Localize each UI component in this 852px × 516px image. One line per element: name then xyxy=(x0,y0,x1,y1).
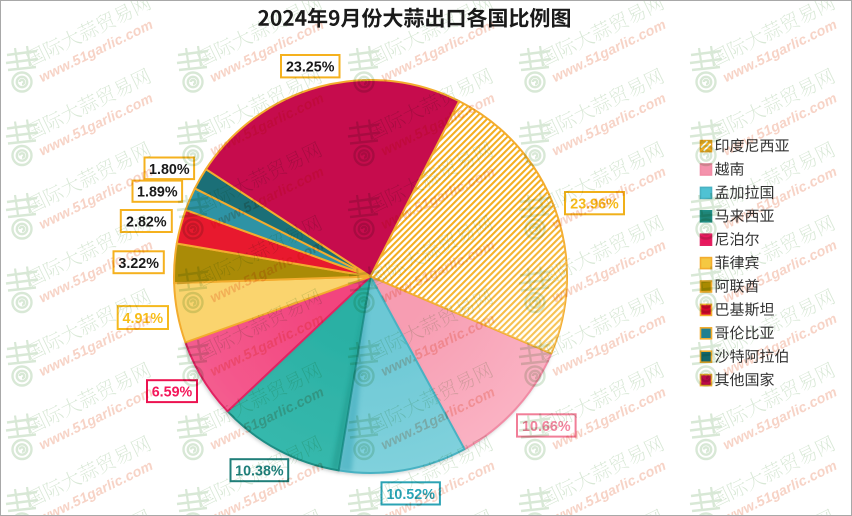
svg-text:10.38%: 10.38% xyxy=(235,464,284,480)
svg-text:10.52%: 10.52% xyxy=(386,487,435,503)
svg-text:4.91%: 4.91% xyxy=(123,311,164,327)
svg-text:1.80%: 1.80% xyxy=(149,162,190,178)
svg-text:1.89%: 1.89% xyxy=(137,185,178,201)
svg-text:2.82%: 2.82% xyxy=(126,215,167,231)
svg-text:23.96%: 23.96% xyxy=(570,197,619,213)
svg-text:23.25%: 23.25% xyxy=(286,60,335,76)
svg-text:3.22%: 3.22% xyxy=(118,256,159,272)
svg-text:6.59%: 6.59% xyxy=(152,385,193,401)
